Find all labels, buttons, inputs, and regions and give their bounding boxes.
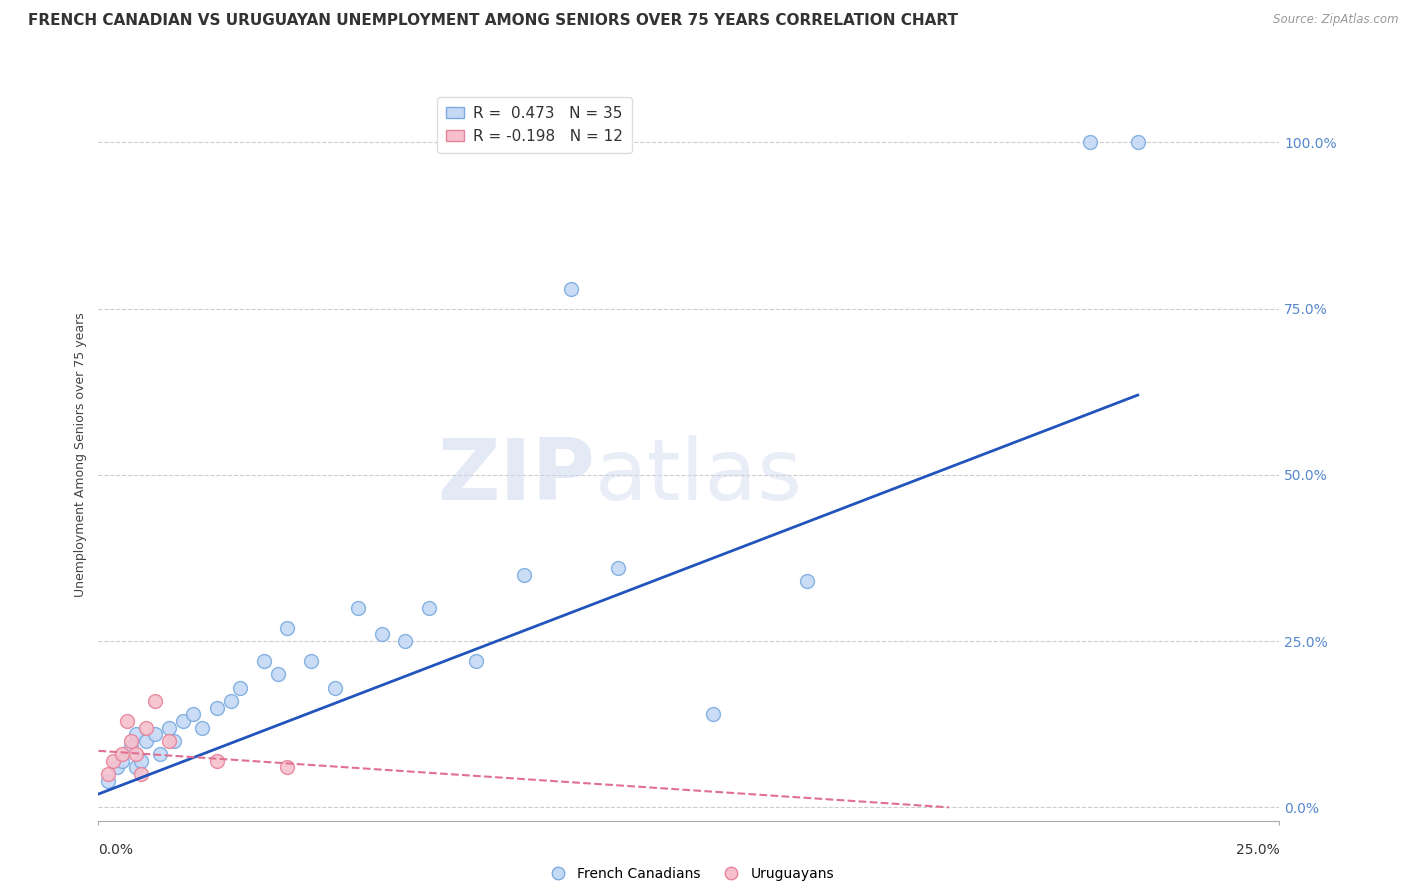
Text: Source: ZipAtlas.com: Source: ZipAtlas.com: [1274, 13, 1399, 27]
Text: 0.0%: 0.0%: [98, 843, 134, 857]
Point: [512, 567, 534, 582]
Legend: French Canadians, Uruguayans: French Canadians, Uruguayans: [538, 862, 839, 887]
Point: [181, 707, 204, 722]
Point: [163, 734, 186, 748]
Text: 25.0%: 25.0%: [1236, 843, 1279, 857]
Point: [418, 600, 440, 615]
Point: [97, 767, 120, 781]
Point: [121, 734, 143, 748]
Point: [205, 754, 228, 768]
Point: [276, 621, 298, 635]
Point: [105, 760, 128, 774]
Point: [267, 667, 290, 681]
Point: [143, 694, 166, 708]
Point: [219, 694, 242, 708]
Point: [276, 760, 298, 774]
Text: atlas: atlas: [595, 435, 803, 518]
Point: [702, 707, 724, 722]
Point: [97, 773, 120, 788]
Point: [323, 681, 346, 695]
Point: [121, 740, 143, 755]
Point: [172, 714, 194, 728]
Point: [229, 681, 252, 695]
Point: [157, 721, 180, 735]
Point: [129, 754, 152, 768]
Point: [101, 754, 124, 768]
Point: [149, 747, 172, 761]
Point: [143, 727, 166, 741]
Point: [111, 747, 134, 761]
Point: [253, 654, 276, 668]
Point: [371, 627, 394, 641]
Point: [135, 721, 157, 735]
Point: [607, 561, 630, 575]
Point: [111, 754, 134, 768]
Point: [205, 700, 228, 714]
Point: [129, 767, 152, 781]
Point: [125, 727, 148, 741]
Point: [394, 634, 416, 648]
Point: [125, 747, 148, 761]
Point: [157, 734, 180, 748]
Y-axis label: Unemployment Among Seniors over 75 years: Unemployment Among Seniors over 75 years: [73, 312, 87, 598]
Point: [1126, 136, 1149, 150]
Point: [191, 721, 214, 735]
Point: [560, 282, 582, 296]
Text: ZIP: ZIP: [437, 435, 595, 518]
Point: [465, 654, 488, 668]
Text: FRENCH CANADIAN VS URUGUAYAN UNEMPLOYMENT AMONG SENIORS OVER 75 YEARS CORRELATIO: FRENCH CANADIAN VS URUGUAYAN UNEMPLOYMEN…: [28, 13, 957, 29]
Point: [796, 574, 818, 589]
Point: [115, 714, 138, 728]
Point: [125, 760, 148, 774]
Point: [1080, 136, 1102, 150]
Point: [347, 600, 370, 615]
Point: [299, 654, 322, 668]
Point: [135, 734, 157, 748]
